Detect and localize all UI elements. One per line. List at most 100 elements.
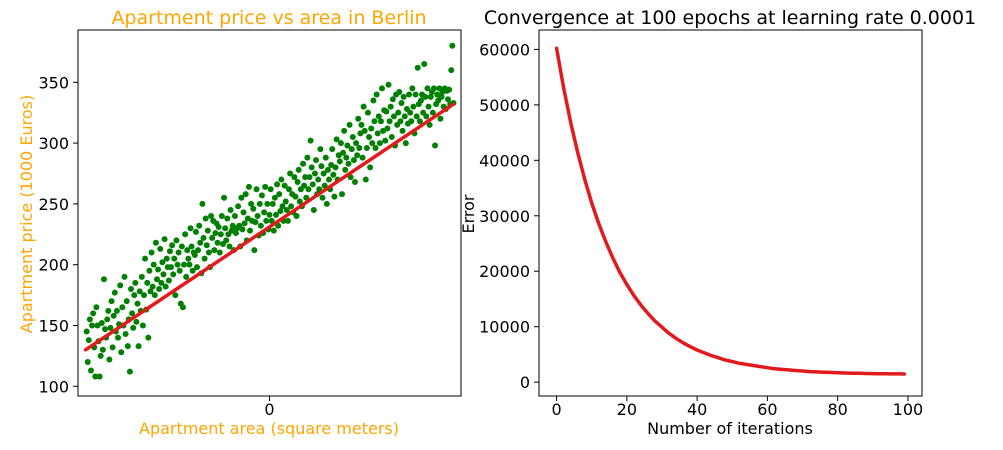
scatter-point xyxy=(320,170,327,177)
convergence-y-tick-label: 0 xyxy=(520,373,530,392)
scatter-point xyxy=(300,160,307,167)
scatter-point xyxy=(342,166,349,173)
scatter-point xyxy=(437,115,444,122)
scatter-point xyxy=(176,267,183,274)
regression-line xyxy=(83,102,456,352)
scatter-point xyxy=(399,127,406,134)
scatter-point xyxy=(149,283,156,290)
scatter-point xyxy=(376,140,383,147)
scatter-point xyxy=(277,208,284,215)
scatter-point xyxy=(281,182,288,189)
scatter-point xyxy=(340,149,347,156)
scatter-point xyxy=(430,85,437,92)
scatter-point xyxy=(364,109,371,116)
scatter-point xyxy=(248,200,255,207)
scatter-point xyxy=(108,298,115,305)
scatter-x-tick-label: 0 xyxy=(264,400,274,419)
scatter-point xyxy=(303,194,310,201)
scatter-point xyxy=(171,255,178,262)
scatter-y-tick-label: 200 xyxy=(38,256,69,275)
scatter-point xyxy=(302,174,309,181)
scatter-point xyxy=(179,304,186,311)
scatter-point xyxy=(306,174,313,181)
scatter-point xyxy=(222,225,229,232)
scatter-point xyxy=(310,206,317,213)
scatter-point xyxy=(218,213,225,220)
scatter-point xyxy=(402,140,409,147)
scatter-point xyxy=(445,96,452,103)
scatter-point xyxy=(130,324,137,331)
scatter-point xyxy=(109,344,116,351)
scatter-point xyxy=(163,255,170,262)
scatter-point xyxy=(135,343,142,350)
scatter-point xyxy=(272,211,279,218)
scatter-point xyxy=(295,166,302,173)
scatter-point xyxy=(266,211,273,218)
scatter-point xyxy=(181,261,188,268)
scatter-point xyxy=(132,279,139,286)
scatter-point xyxy=(96,373,103,380)
scatter-point xyxy=(358,121,365,128)
scatter-point xyxy=(201,255,208,262)
scatter-point xyxy=(374,130,381,137)
scatter-point xyxy=(268,217,275,224)
scatter-point xyxy=(107,324,114,331)
scatter-point xyxy=(122,330,129,337)
scatter-point xyxy=(231,213,238,220)
scatter-point xyxy=(256,200,263,207)
scatter-point xyxy=(251,247,258,254)
scatter-point xyxy=(147,288,154,295)
convergence-x-axis-label: Number of iterations xyxy=(647,419,813,438)
scatter-point xyxy=(429,109,436,116)
scatter-point xyxy=(129,310,136,317)
scatter-point xyxy=(123,298,130,305)
convergence-x-tick-label: 20 xyxy=(617,400,637,419)
scatter-point xyxy=(208,213,215,220)
scatter-point xyxy=(369,140,376,147)
scatter-point xyxy=(148,249,155,256)
scatter-point xyxy=(338,191,345,198)
scatter-point xyxy=(271,194,278,201)
scatter-point xyxy=(117,282,124,289)
scatter-point xyxy=(291,174,298,181)
scatter-point xyxy=(226,243,233,250)
scatter-point xyxy=(390,113,397,120)
scatter-point xyxy=(139,322,146,329)
scatter-point xyxy=(151,292,158,299)
scatter-point xyxy=(276,191,283,198)
scatter-point xyxy=(341,127,348,134)
scatter-point xyxy=(307,137,314,144)
scatter-point xyxy=(211,247,218,254)
scatter-point xyxy=(89,322,96,329)
scatter-point xyxy=(186,261,193,268)
scatter-point xyxy=(343,154,350,161)
scatter-point xyxy=(282,198,289,205)
scatter-point xyxy=(119,304,126,311)
scatter-point xyxy=(432,142,439,149)
scatter-point xyxy=(388,134,395,141)
scatter-point xyxy=(412,91,419,98)
scatter-point xyxy=(427,93,434,100)
scatter-point xyxy=(209,234,216,241)
convergence-x-tick-label: 40 xyxy=(687,400,707,419)
scatter-point xyxy=(202,215,209,222)
scatter-point xyxy=(333,136,340,143)
scatter-point xyxy=(318,163,325,170)
scatter-point xyxy=(368,125,375,132)
scatter-point xyxy=(131,292,138,299)
scatter-point xyxy=(258,192,265,199)
scatter-point xyxy=(361,127,368,134)
scatter-point xyxy=(104,316,111,323)
scatter-point xyxy=(398,99,405,106)
scatter-point xyxy=(93,304,100,311)
scatter-point xyxy=(203,242,210,249)
error-curve xyxy=(554,46,907,376)
scatter-point xyxy=(317,146,324,153)
scatter-point xyxy=(355,115,362,122)
scatter-point xyxy=(159,259,166,266)
scatter-point xyxy=(326,176,333,183)
scatter-point xyxy=(115,334,122,341)
scatter-point xyxy=(292,193,299,200)
scatter-y-tick-label: 150 xyxy=(38,316,69,335)
